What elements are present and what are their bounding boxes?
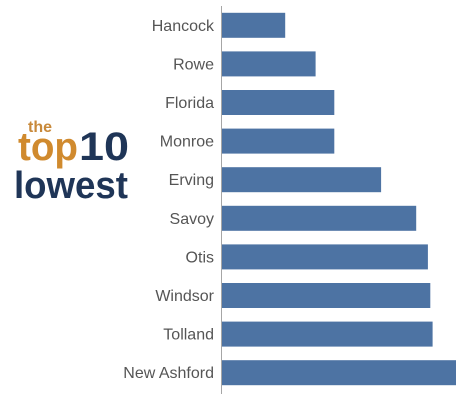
category-label-otis: Otis — [186, 249, 214, 266]
bar-florida — [222, 90, 335, 115]
category-label-tolland: Tolland — [163, 327, 214, 344]
category-labels-group: Hancock Rowe Florida Monroe Erving Savoy Otis W… — [123, 18, 215, 382]
category-label-florida: Florida — [165, 95, 214, 112]
bar-windsor — [222, 283, 431, 308]
top-10-lowest-logo: the top 10 lowest — [14, 119, 129, 207]
bar-rowe — [222, 51, 316, 77]
bar-erving — [222, 167, 382, 193]
logo-top-text: top — [18, 125, 78, 169]
bar-hancock — [222, 12, 286, 38]
bars-group — [222, 12, 456, 386]
bar-monroe — [222, 128, 335, 154]
category-label-windsor: Windsor — [155, 288, 214, 305]
category-label-erving: Erving — [169, 172, 214, 189]
category-label-monroe: Monroe — [160, 134, 214, 151]
category-label-new-ashford: New Ashford — [123, 365, 214, 382]
category-label-hancock: Hancock — [152, 18, 215, 35]
category-label-rowe: Rowe — [173, 56, 214, 73]
bar-new-ashford — [222, 360, 456, 386]
logo-the-text: the — [28, 119, 52, 136]
category-label-savoy: Savoy — [170, 211, 214, 228]
bar-otis — [222, 244, 428, 270]
bar-savoy — [222, 205, 417, 231]
logo-lowest-text: lowest — [14, 165, 128, 207]
bar-tolland — [222, 321, 433, 347]
logo-ten-text: 10 — [79, 125, 129, 169]
